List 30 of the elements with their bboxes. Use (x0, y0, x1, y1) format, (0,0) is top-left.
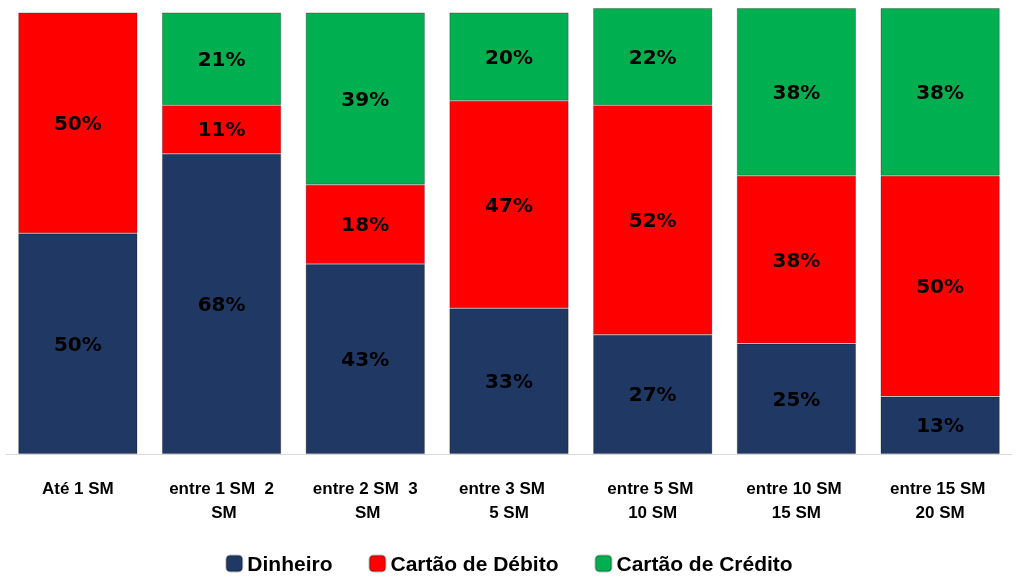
data-label: 50% (916, 274, 965, 299)
x-tick-label: entre 1 SM 2 SM (169, 478, 275, 522)
data-label: 21% (197, 46, 246, 71)
x-tick-label: entre 10 SM 15 SM (746, 478, 847, 522)
data-label: 22% (628, 44, 677, 69)
data-label: 20% (485, 44, 533, 69)
data-label: 50% (53, 331, 102, 356)
data-label: 11% (197, 117, 246, 142)
data-label: 52% (628, 207, 677, 232)
data-label: 18% (341, 212, 390, 237)
data-label: 68% (197, 291, 246, 316)
data-label: 50% (53, 110, 102, 135)
data-label: 38% (772, 247, 821, 272)
x-tick-label: entre 3 SM 5 SM (458, 478, 560, 522)
legend-label: Dinheiro (247, 552, 333, 575)
legend-label: Cartão de Débito (390, 552, 559, 575)
data-label: 38% (916, 79, 965, 104)
data-label: 47% (485, 192, 533, 217)
data-label: 39% (341, 86, 390, 111)
legend-label: Cartão de Crédito (616, 552, 793, 575)
data-label: 38% (772, 79, 821, 104)
data-label: 27% (628, 382, 677, 407)
data-label: 13% (916, 413, 965, 438)
data-label: 25% (772, 386, 821, 411)
x-tick-label: entre 2 SM 3 SM (312, 478, 418, 522)
x-tick-label: entre 15 SM 20 SM (890, 478, 991, 522)
data-label: 43% (341, 347, 390, 372)
x-tick-label: Até 1 SM (41, 478, 114, 498)
x-tick-label: entre 5 SM 10 SM (607, 478, 699, 522)
data-label: 33% (485, 369, 533, 394)
